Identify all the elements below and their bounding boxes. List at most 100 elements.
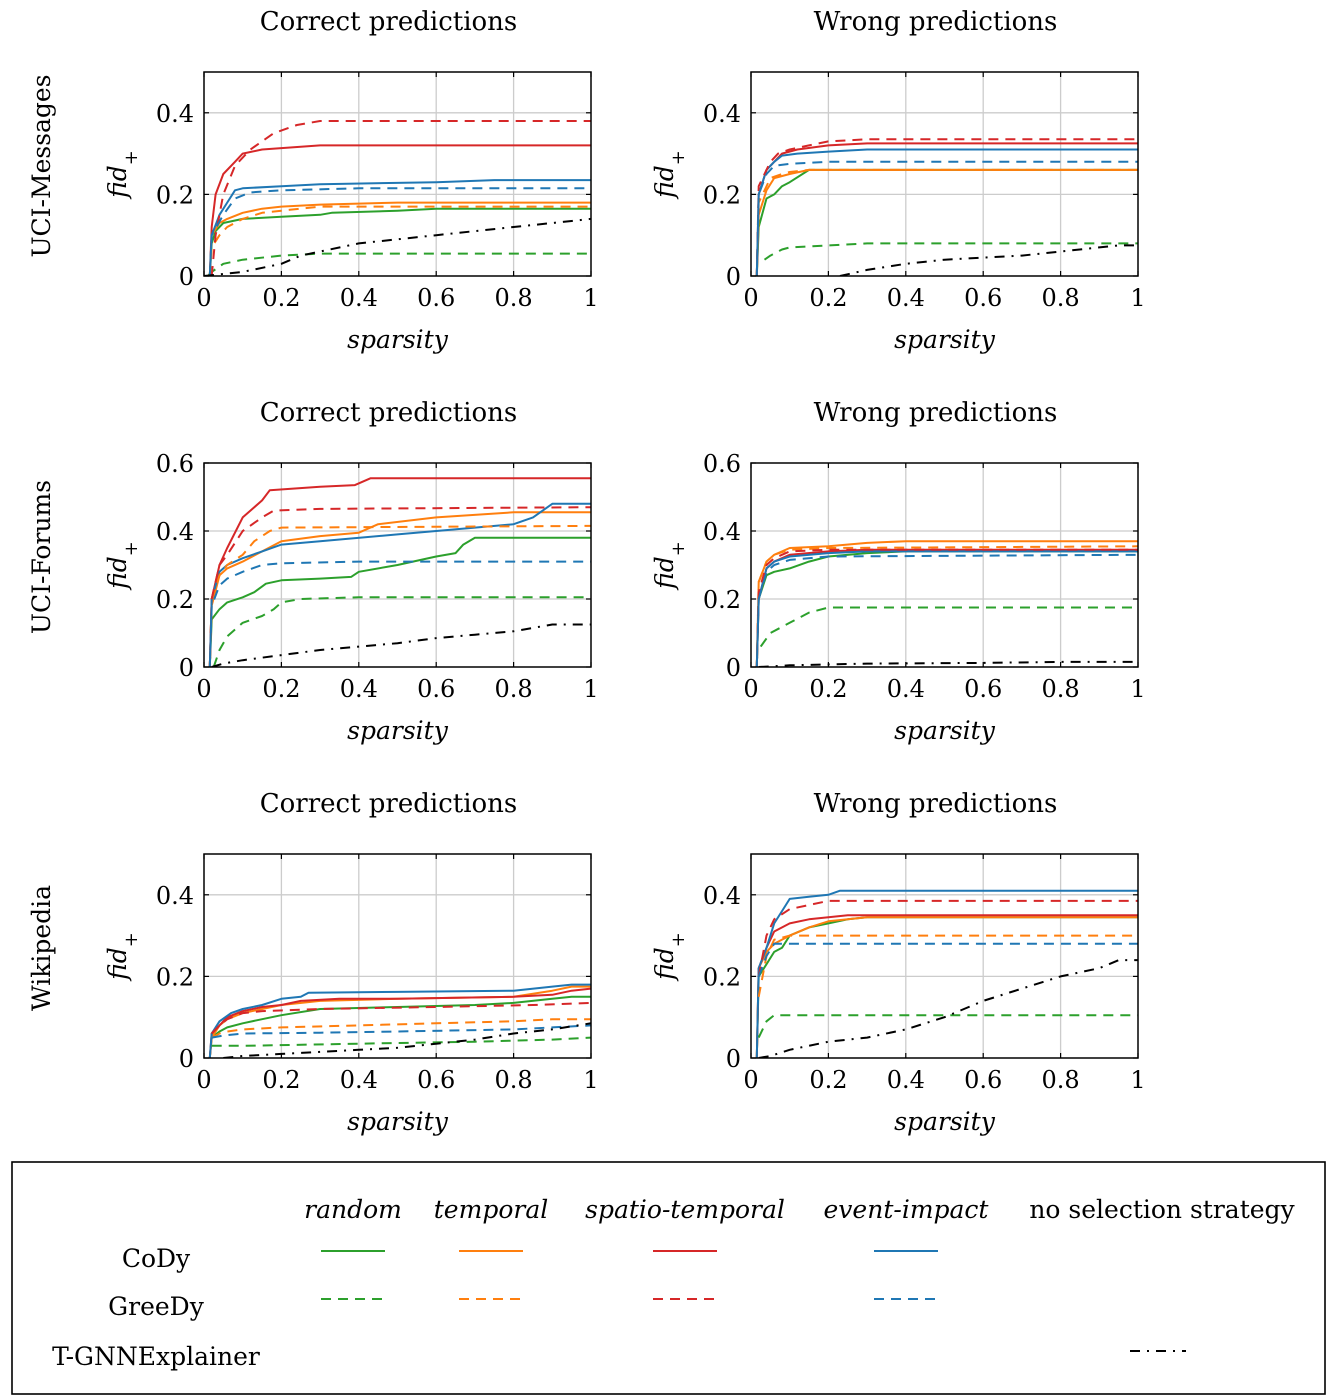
y-tick-label: 0.2 xyxy=(703,181,741,209)
chart-title: Wrong predictions xyxy=(814,7,1058,37)
chart-title: Correct predictions xyxy=(260,398,518,428)
x-tick-label: 0 xyxy=(743,675,758,703)
series-line-cody-spatio-temporal xyxy=(755,914,1138,1058)
series-line-greedy-event-impact xyxy=(208,187,591,276)
x-tick-label: 1 xyxy=(583,1066,598,1094)
y-tick-label: 0.2 xyxy=(156,181,194,209)
series-line-cody-spatio-temporal xyxy=(208,987,591,1058)
y-tick-label: 0.4 xyxy=(703,100,741,128)
x-tick-label: 0.4 xyxy=(340,1066,378,1094)
series-line-cody-temporal xyxy=(755,916,1138,1058)
series-group xyxy=(755,138,1138,276)
x-tick-label: 0.2 xyxy=(809,284,847,312)
x-tick-label: 0.4 xyxy=(340,675,378,703)
chart-title: Wrong predictions xyxy=(814,789,1058,819)
y-tick-label: 0.4 xyxy=(703,518,741,546)
legend-box xyxy=(11,1161,1326,1395)
series-group xyxy=(208,477,591,667)
series-line-t-gnnexplainer-no-selection-strategy xyxy=(758,660,1138,667)
x-tick-label: 1 xyxy=(583,675,598,703)
series-line-cody-random xyxy=(755,916,1138,1058)
y-axis-label: fid+ xyxy=(103,541,142,591)
y-axis-label: fid+ xyxy=(650,150,689,200)
series-line-cody-random xyxy=(755,168,1138,276)
legend-row-header: CoDy xyxy=(122,1244,191,1273)
x-tick-label: 0.6 xyxy=(417,1066,455,1094)
series-line-cody-random xyxy=(208,207,591,276)
series-line-cody-event-impact xyxy=(208,983,591,1058)
legend: random temporal spatio-temporal event-impac… xyxy=(11,1161,1326,1395)
series-line-greedy-event-impact xyxy=(757,942,1138,977)
x-tick-label: 0.6 xyxy=(417,675,455,703)
series-line-cody-temporal xyxy=(208,985,591,1058)
x-tick-label: 0.8 xyxy=(495,675,533,703)
x-tick-label: 0.2 xyxy=(809,675,847,703)
series-line-greedy-random xyxy=(212,596,591,667)
x-tick-label: 0.4 xyxy=(887,284,925,312)
y-tick-label: 0.4 xyxy=(703,882,741,910)
x-tick-label: 0.6 xyxy=(964,1066,1002,1094)
x-tick-label: 0.8 xyxy=(495,1066,533,1094)
plot-frame xyxy=(750,853,1139,1059)
chart-panel-uci-messages-correct: Correct predictions 0 0.2 0.4 0.6 0.8 1 0 0.2 0.4… xyxy=(103,7,599,354)
x-tick-label: 0.8 xyxy=(1042,284,1080,312)
plot-frame xyxy=(203,853,592,1059)
series-line-greedy-spatio-temporal xyxy=(210,120,591,276)
x-tick-label: 0.4 xyxy=(887,1066,925,1094)
x-tick-label: 0.6 xyxy=(964,284,1002,312)
series-line-cody-random xyxy=(755,550,1138,667)
chart-title: Wrong predictions xyxy=(814,398,1058,428)
chart-panel-uci-forums-correct: Correct predictions 0 0.2 0.4 0.6 0.8 1 0 0.2 0.4… xyxy=(103,398,599,745)
series-line-cody-spatio-temporal xyxy=(208,477,591,667)
series-group xyxy=(208,983,591,1058)
series-line-greedy-random xyxy=(759,606,1138,648)
series-line-cody-event-impact xyxy=(755,550,1138,667)
y-axis-label: fid+ xyxy=(103,932,142,982)
y-tick-label: 0.2 xyxy=(156,586,194,614)
y-axis-label: fid+ xyxy=(650,541,689,591)
y-tick-label: 0.4 xyxy=(156,100,194,128)
series-line-greedy-spatio-temporal xyxy=(755,548,1138,667)
series-line-cody-event-impact xyxy=(208,179,591,276)
series-line-greedy-spatio-temporal xyxy=(755,138,1138,276)
row-label: Wikipedia xyxy=(27,885,56,1011)
x-tick-label: 0.6 xyxy=(964,675,1002,703)
series-line-cody-temporal xyxy=(208,201,591,276)
chart-panel-uci-forums-wrong: Wrong predictions 0 0.2 0.4 0.6 0.8 1 0 0.2 0.4 0.… xyxy=(650,398,1146,745)
series-line-greedy-random xyxy=(211,1036,591,1047)
y-tick-label: 0.2 xyxy=(703,963,741,991)
series-line-greedy-temporal xyxy=(757,934,1138,997)
series-line-cody-event-impact xyxy=(755,148,1138,276)
series-line-cody-random xyxy=(208,995,591,1058)
x-tick-label: 1 xyxy=(1130,284,1145,312)
x-axis-label: sparsity xyxy=(347,716,449,745)
series-line-cody-spatio-temporal xyxy=(208,144,591,276)
series-line-t-gnnexplainer-no-selection-strategy xyxy=(204,217,591,276)
plot-frame xyxy=(750,462,1139,668)
x-tick-label: 0 xyxy=(743,284,758,312)
chart-panel-wikipedia-wrong: Wrong predictions 0 0.2 0.4 0.6 0.8 1 0 0.2 0.4 sp… xyxy=(650,789,1146,1136)
series-line-t-gnnexplainer-no-selection-strategy xyxy=(211,623,591,667)
x-tick-label: 0 xyxy=(196,284,211,312)
series-line-t-gnnexplainer-no-selection-strategy xyxy=(839,244,1138,276)
series-line-greedy-random xyxy=(763,242,1138,261)
x-axis-label: sparsity xyxy=(347,1107,449,1136)
series-line-greedy-event-impact xyxy=(208,560,591,667)
legend-row-header: GreeDy xyxy=(108,1292,205,1321)
x-tick-label: 0.4 xyxy=(340,284,378,312)
y-axis-label: fid+ xyxy=(650,932,689,982)
series-line-greedy-spatio-temporal xyxy=(208,506,591,667)
legend-column-header: random xyxy=(304,1195,402,1224)
series-line-t-gnnexplainer-no-selection-strategy xyxy=(223,1022,591,1058)
y-tick-label: 0 xyxy=(726,1045,741,1073)
y-tick-label: 0 xyxy=(179,1045,194,1073)
series-line-greedy-random xyxy=(207,252,591,276)
legend-column-header: temporal xyxy=(434,1195,548,1224)
x-tick-label: 0 xyxy=(196,1066,211,1094)
x-tick-label: 0.2 xyxy=(262,675,300,703)
chart-panel-wikipedia-correct: Correct predictions 0 0.2 0.4 0.6 0.8 1 0 0.2 0.4… xyxy=(103,789,599,1136)
series-line-greedy-temporal xyxy=(211,1018,591,1039)
row-label: UCI-Forums xyxy=(27,480,56,634)
x-tick-label: 0 xyxy=(196,675,211,703)
